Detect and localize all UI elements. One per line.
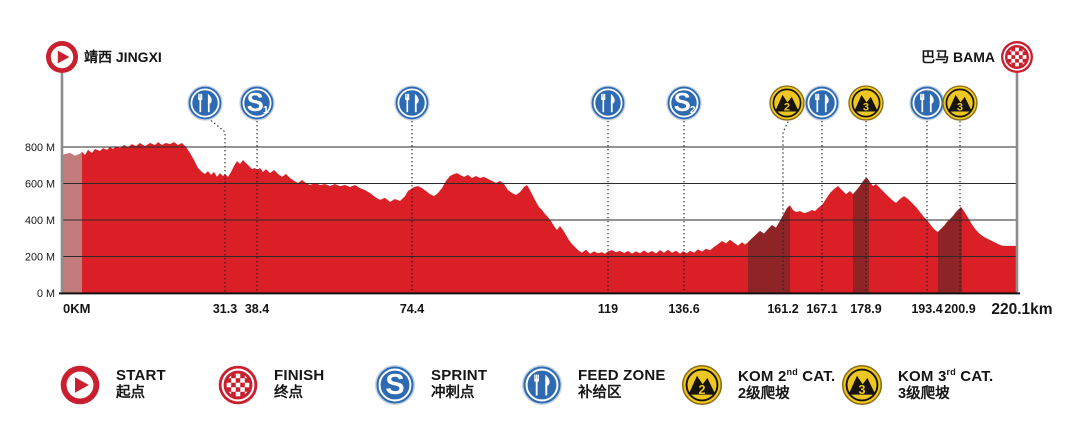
feed-zone-icon [521, 364, 563, 406]
legend-text: KOM 2nd CAT. 2级爬坡 [738, 367, 835, 404]
feed-marker-icon [804, 85, 840, 121]
x-axis-km-label: 200.9 [944, 302, 975, 316]
x-axis-km-label: 178.9 [850, 302, 881, 316]
legend-label-start: START [116, 367, 166, 384]
kom3-label-sup: rd [946, 366, 956, 377]
legend-item-finish: FINISH 终点 [217, 362, 324, 408]
legend-item-sprint: S SPRINT 冲刺点 [374, 362, 487, 408]
legend-item-kom2: 2 KOM 2nd CAT. 2级爬坡 [681, 362, 835, 408]
finish-icon [217, 364, 259, 406]
x-axis-km-label: 74.4 [400, 302, 424, 316]
kom2-label-pre: KOM 2 [738, 367, 787, 385]
y-axis-tick-label: 200 M [25, 251, 55, 263]
x-axis-end-label: 220.1km [991, 301, 1052, 318]
kom3-label-pre: KOM 3 [898, 367, 947, 385]
legend-label-sprint-zh: 冲刺点 [431, 385, 475, 402]
kom-marker-icon: 3 [942, 85, 978, 121]
legend-label-finish: FINISH [274, 367, 325, 384]
svg-text:2: 2 [699, 383, 706, 397]
neutral-start-segment [62, 151, 82, 293]
legend-label-kom3: KOM 3rd CAT. [898, 367, 993, 386]
start-icon [59, 364, 101, 406]
kom-marker-icon: 2 [769, 85, 805, 121]
svg-text:3: 3 [957, 102, 963, 114]
svg-text:3: 3 [859, 383, 866, 397]
legend-label-kom2: KOM 2nd CAT. [738, 367, 835, 386]
svg-text:S: S [385, 369, 404, 401]
x-axis-km-label: 31.3 [213, 302, 237, 316]
start-marker-icon [46, 41, 78, 73]
finish-legend-glyph [218, 365, 258, 405]
feed-marker-icon [394, 85, 430, 121]
kom3-legend-glyph: 3 [841, 364, 883, 406]
marker-dotted-line [207, 117, 226, 292]
x-axis-km-label: 167.1 [806, 302, 837, 316]
legend-text: FINISH 终点 [274, 367, 324, 403]
legend-text: FEED ZONE 补给区 [578, 367, 666, 403]
start-legend-glyph [60, 365, 100, 405]
x-axis-km-label: 136.6 [668, 302, 699, 316]
legend-text: START 起点 [116, 367, 166, 403]
sprint-icon: S [374, 364, 416, 406]
x-axis-km-label: 119 [598, 302, 618, 316]
legend-item-start: START 起点 [59, 362, 166, 408]
feed-marker-icon [909, 85, 945, 121]
legend-text: SPRINT 冲刺点 [431, 367, 487, 403]
svg-text:S: S [247, 89, 264, 117]
kom-cat3-icon: 3 [841, 364, 883, 406]
y-axis-tick-label: 800 M [25, 142, 55, 154]
x-axis-start-label: 0KM [63, 301, 90, 316]
feed-marker-icon [590, 85, 626, 121]
legend-label-start-zh: 起点 [116, 385, 145, 402]
legend-label-feed: FEED ZONE [578, 367, 666, 384]
y-axis-tick-label: 600 M [25, 178, 55, 190]
x-axis-km-label: 38.4 [245, 302, 269, 316]
climb-segment [853, 178, 869, 293]
legend-item-kom3: 3 KOM 3rd CAT. 3级爬坡 [841, 362, 993, 408]
kom2-legend-glyph: 2 [681, 364, 723, 406]
svg-text:2: 2 [690, 104, 696, 116]
svg-text:3: 3 [863, 102, 869, 114]
sprint-legend-glyph: S [374, 364, 416, 406]
legend-text: KOM 3rd CAT. 3级爬坡 [898, 367, 993, 404]
kom-cat2-icon: 2 [681, 364, 723, 406]
svg-text:1: 1 [263, 104, 269, 116]
finish-marker-icon [1001, 41, 1033, 73]
legend-label-feed-zh: 补给区 [578, 385, 622, 402]
svg-text:S: S [674, 89, 691, 117]
svg-text:2: 2 [784, 102, 790, 114]
legend-label-kom2-zh: 2级爬坡 [738, 385, 790, 402]
climb-segment [748, 205, 790, 293]
legend-label-kom3-zh: 3级爬坡 [898, 385, 950, 402]
kom-marker-icon: 3 [848, 85, 884, 121]
kom2-label-sup: nd [786, 366, 798, 377]
feed-marker-icon [187, 85, 223, 121]
legend-label-sprint: SPRINT [431, 367, 488, 384]
legend-label-finish-zh: 终点 [274, 385, 303, 402]
climb-segment [938, 207, 962, 293]
start-city-label: 靖西 JINGXI [84, 49, 162, 65]
marker-dotted-line [782, 117, 791, 292]
elevation-area [62, 142, 1017, 293]
legend-item-feed-zone: FEED ZONE 补给区 [521, 362, 666, 408]
feed-legend-glyph [521, 364, 563, 406]
kom2-label-post: CAT. [797, 367, 836, 385]
y-axis-tick-label: 0 M [37, 288, 55, 300]
kom3-label-post: CAT. [955, 367, 994, 385]
finish-city-label: 巴马 BAMA [921, 49, 995, 65]
y-axis-tick-label: 400 M [25, 215, 55, 227]
x-axis-km-label: 161.2 [767, 302, 798, 316]
x-axis-km-label: 193.4 [911, 302, 942, 316]
